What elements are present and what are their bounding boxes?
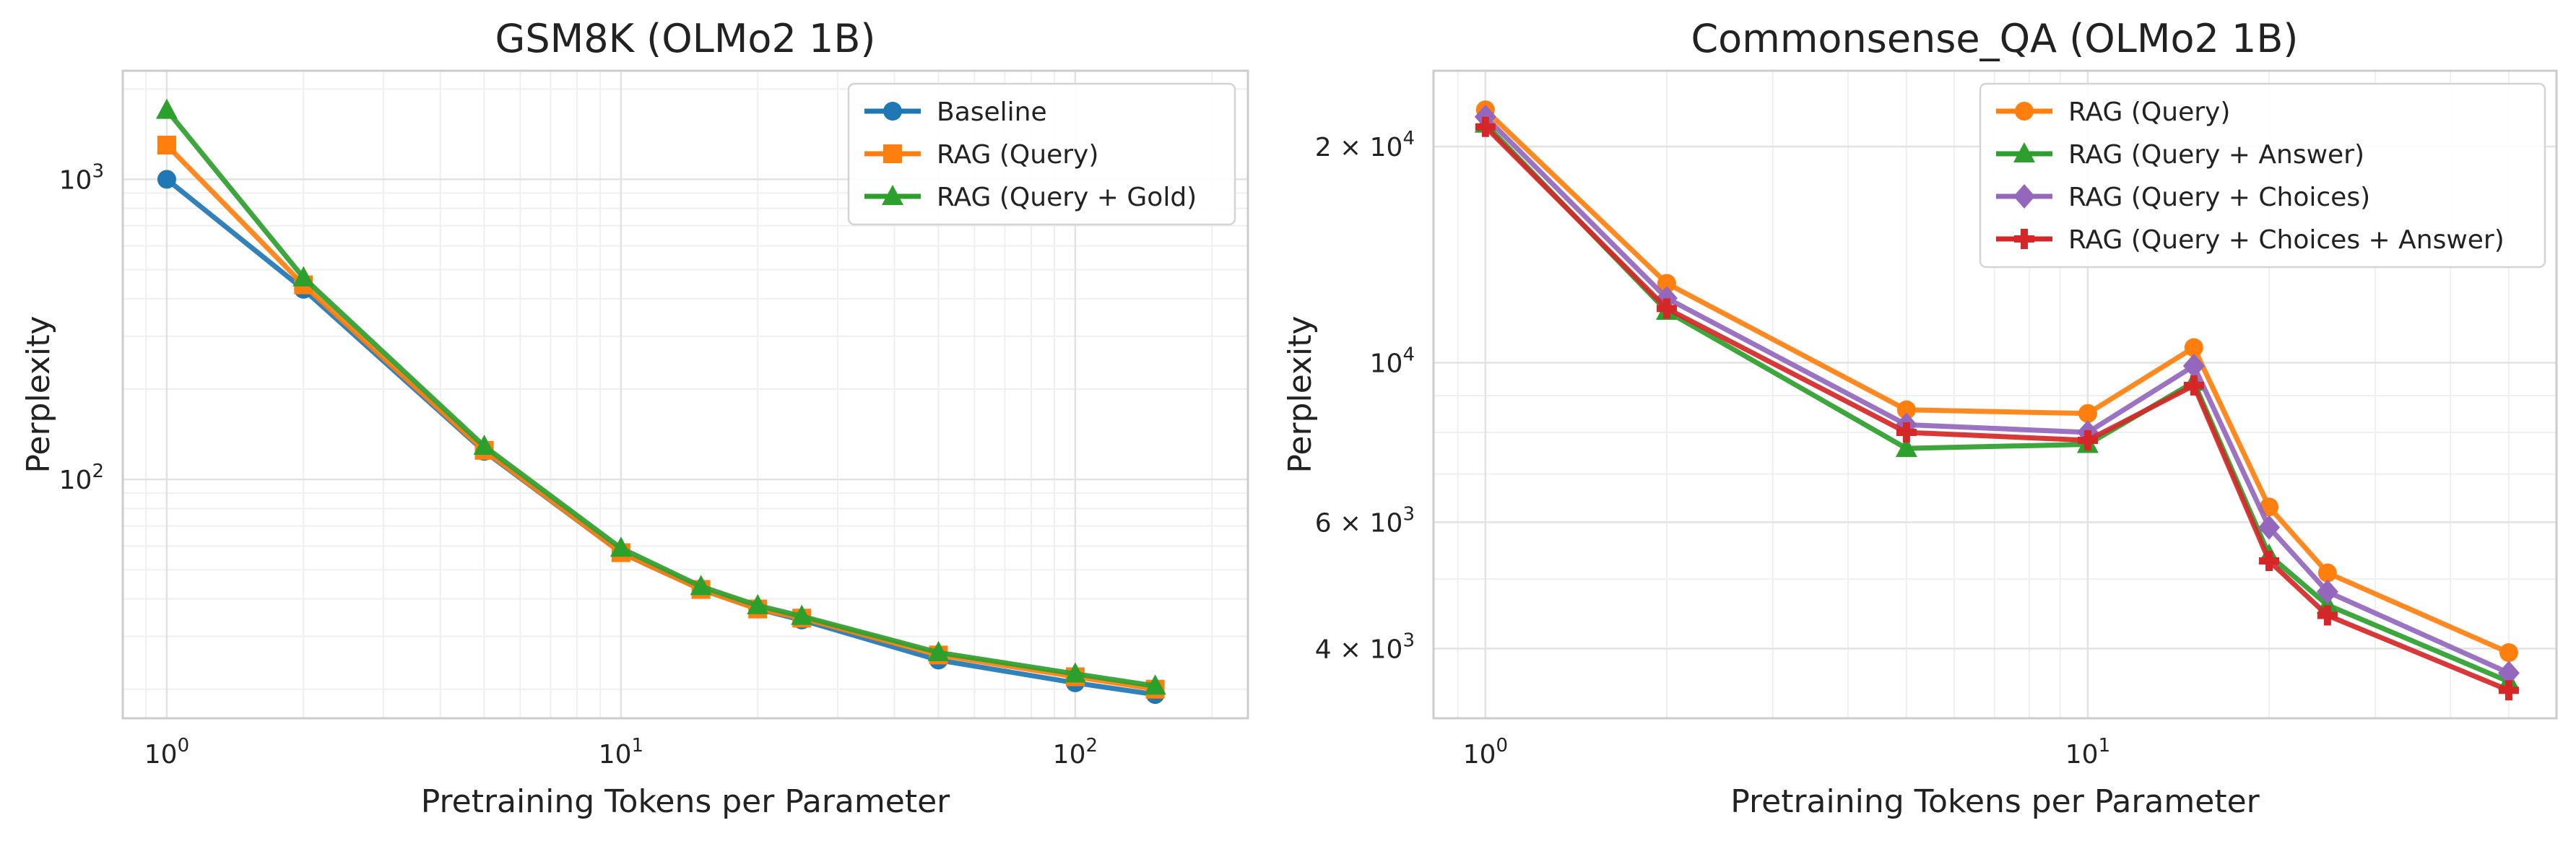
data-point bbox=[2077, 430, 2098, 450]
legend-entry: RAG (Query) bbox=[864, 140, 1098, 170]
data-point bbox=[1896, 422, 1917, 443]
legend-marker bbox=[883, 144, 902, 163]
x-tick-label: 100 bbox=[144, 735, 189, 770]
data-point bbox=[292, 266, 315, 287]
data-point bbox=[2184, 338, 2203, 357]
chart-panel-1: 100 101 102 102 103 GSM8K (OLMo2 1B) Pretraini… bbox=[20, 16, 1249, 820]
data-point bbox=[610, 536, 632, 557]
data-point bbox=[2258, 515, 2281, 540]
series-line bbox=[1483, 125, 2510, 693]
data-point bbox=[2498, 680, 2519, 701]
data-point bbox=[927, 640, 950, 661]
x-tick-label: 102 bbox=[1053, 735, 1098, 770]
data-point bbox=[1656, 298, 1677, 319]
data-point bbox=[1475, 116, 1496, 137]
data-point bbox=[1064, 662, 1086, 683]
legend-marker bbox=[882, 185, 903, 205]
legend-entry: RAG (Query + Choices) bbox=[1996, 183, 2370, 212]
legend-entry: Baseline bbox=[864, 97, 1047, 127]
legend-box bbox=[847, 82, 1236, 226]
data-point bbox=[1657, 274, 1676, 293]
series-line bbox=[165, 177, 1156, 697]
data-point bbox=[2182, 353, 2205, 378]
series-1 bbox=[157, 170, 1165, 705]
series-line bbox=[1483, 115, 2510, 676]
legend-label: RAG (Query + Answer) bbox=[2068, 140, 2364, 170]
series-line bbox=[165, 108, 1156, 689]
legend-marker bbox=[2015, 102, 2034, 121]
series-line bbox=[165, 143, 1156, 692]
legend-marker bbox=[2013, 184, 2035, 209]
legend-label: RAG (Query) bbox=[937, 140, 1098, 170]
legend: RAG (Query) RAG (Query + Answer) RAG (Quer… bbox=[1979, 82, 2546, 269]
data-point bbox=[2259, 550, 2280, 571]
data-point bbox=[2183, 375, 2204, 396]
plot-frame bbox=[121, 69, 1249, 720]
legend-label: Baseline bbox=[937, 97, 1047, 127]
data-point bbox=[1896, 400, 1916, 419]
data-point bbox=[791, 604, 813, 625]
data-point bbox=[747, 593, 769, 614]
data-point bbox=[2317, 605, 2338, 626]
legend-label: RAG (Query + Choices) bbox=[2068, 183, 2370, 212]
legend-box bbox=[1979, 82, 2546, 269]
chart-panel-2: 100 101 4 × 103 6 × 103 104 2 × 104 Commonsens… bbox=[1282, 16, 2558, 820]
legend-marker bbox=[2014, 229, 2034, 249]
data-point bbox=[155, 98, 178, 119]
data-point bbox=[690, 575, 712, 596]
y-tick-label: 4 × 103 bbox=[1315, 630, 1415, 665]
legend-entry: RAG (Query + Choices + Answer) bbox=[1996, 225, 2505, 255]
data-point bbox=[1144, 674, 1166, 695]
data-point bbox=[2078, 404, 2097, 423]
x-tick-label: 100 bbox=[1463, 735, 1508, 770]
plot-frame bbox=[1432, 69, 2558, 720]
x-tick-label: 101 bbox=[599, 735, 643, 770]
data-point bbox=[1895, 437, 1917, 458]
x-tick-label: 101 bbox=[2065, 735, 2110, 770]
legend: Baseline RAG (Query) RAG (Query + Gold) bbox=[847, 82, 1236, 226]
data-point bbox=[2497, 661, 2520, 686]
legend-label: RAG (Query + Choices + Answer) bbox=[2068, 225, 2505, 255]
y-tick-label: 104 bbox=[1370, 344, 1415, 379]
y-tick-label: 6 × 103 bbox=[1315, 503, 1415, 538]
series-line bbox=[1483, 108, 2510, 655]
data-point bbox=[2316, 579, 2338, 604]
legend-label: RAG (Query) bbox=[2068, 97, 2230, 127]
chart-title: GSM8K (OLMo2 1B) bbox=[495, 16, 876, 61]
y-tick-label: 103 bbox=[59, 160, 104, 195]
data-point bbox=[473, 435, 495, 456]
y-tick-label: 102 bbox=[59, 461, 104, 495]
x-axis-label: Pretraining Tokens per Parameter bbox=[421, 783, 950, 820]
legend-marker bbox=[883, 102, 902, 121]
series-3 bbox=[155, 98, 1166, 695]
y-tick-label: 2 × 104 bbox=[1315, 128, 1415, 162]
legend-entry: RAG (Query + Answer) bbox=[1996, 140, 2364, 170]
series-4 bbox=[1475, 116, 2519, 701]
data-point bbox=[157, 136, 176, 155]
y-axis-label: Perplexity bbox=[20, 315, 57, 473]
chart-title: Commonsense_QA (OLMo2 1B) bbox=[1691, 16, 2298, 61]
legend-entry: RAG (Query) bbox=[1996, 97, 2230, 127]
data-point bbox=[2317, 563, 2337, 583]
legend-entry: RAG (Query + Gold) bbox=[864, 183, 1197, 212]
data-point bbox=[157, 170, 176, 189]
x-axis-label: Pretraining Tokens per Parameter bbox=[1730, 783, 2260, 820]
y-axis-label: Perplexity bbox=[1282, 315, 1319, 473]
data-point bbox=[2499, 642, 2518, 662]
legend-label: RAG (Query + Gold) bbox=[937, 183, 1197, 212]
legend-marker bbox=[2013, 142, 2035, 162]
